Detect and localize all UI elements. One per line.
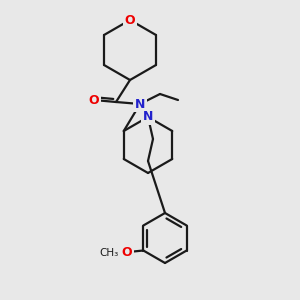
Text: O: O — [125, 14, 135, 26]
Text: O: O — [89, 94, 99, 106]
Text: N: N — [143, 110, 153, 124]
Text: CH₃: CH₃ — [100, 248, 119, 257]
Text: N: N — [135, 98, 145, 110]
Text: O: O — [121, 246, 132, 259]
